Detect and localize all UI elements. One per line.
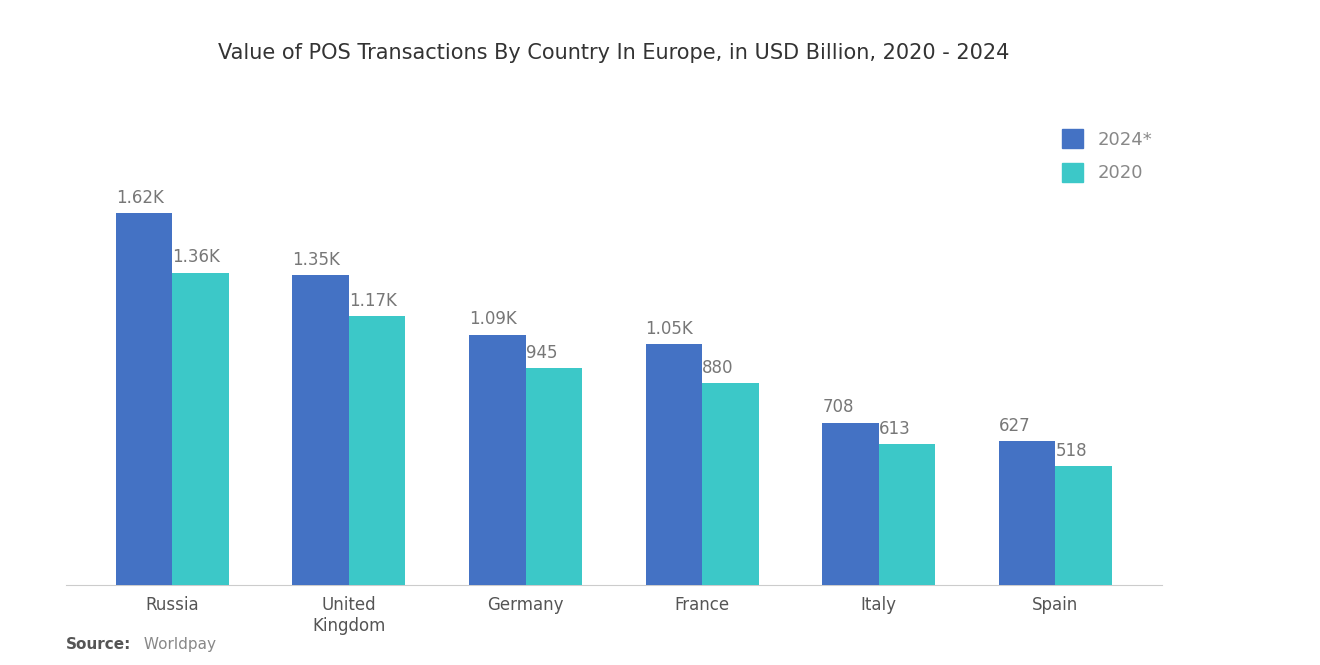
- Text: 945: 945: [525, 344, 557, 362]
- Text: 613: 613: [879, 420, 911, 438]
- Text: Worldpay: Worldpay: [139, 636, 215, 652]
- Text: Source:: Source:: [66, 636, 132, 652]
- Bar: [293, 275, 348, 585]
- Bar: [879, 444, 935, 585]
- Text: 708: 708: [822, 398, 854, 416]
- Legend: 2024*, 2020: 2024*, 2020: [1061, 129, 1152, 182]
- Title: Value of POS Transactions By Country In Europe, in USD Billion, 2020 - 2024: Value of POS Transactions By Country In …: [218, 43, 1010, 63]
- Text: 1.09K: 1.09K: [469, 311, 516, 329]
- Bar: [525, 368, 582, 585]
- Bar: [1055, 466, 1111, 585]
- Bar: [702, 383, 759, 585]
- Text: 880: 880: [702, 358, 734, 376]
- Text: 1.62K: 1.62K: [116, 189, 164, 207]
- Text: 1.36K: 1.36K: [173, 248, 220, 267]
- Text: 627: 627: [999, 417, 1031, 435]
- Bar: [822, 422, 879, 585]
- Bar: [116, 213, 173, 585]
- Bar: [469, 334, 525, 585]
- Bar: [645, 344, 702, 585]
- Bar: [348, 317, 405, 585]
- Text: 1.05K: 1.05K: [645, 320, 693, 338]
- Bar: [173, 273, 228, 585]
- Text: 1.35K: 1.35K: [293, 251, 341, 269]
- Text: 518: 518: [1055, 442, 1086, 460]
- Text: 1.17K: 1.17K: [348, 292, 397, 310]
- Bar: [999, 441, 1055, 585]
